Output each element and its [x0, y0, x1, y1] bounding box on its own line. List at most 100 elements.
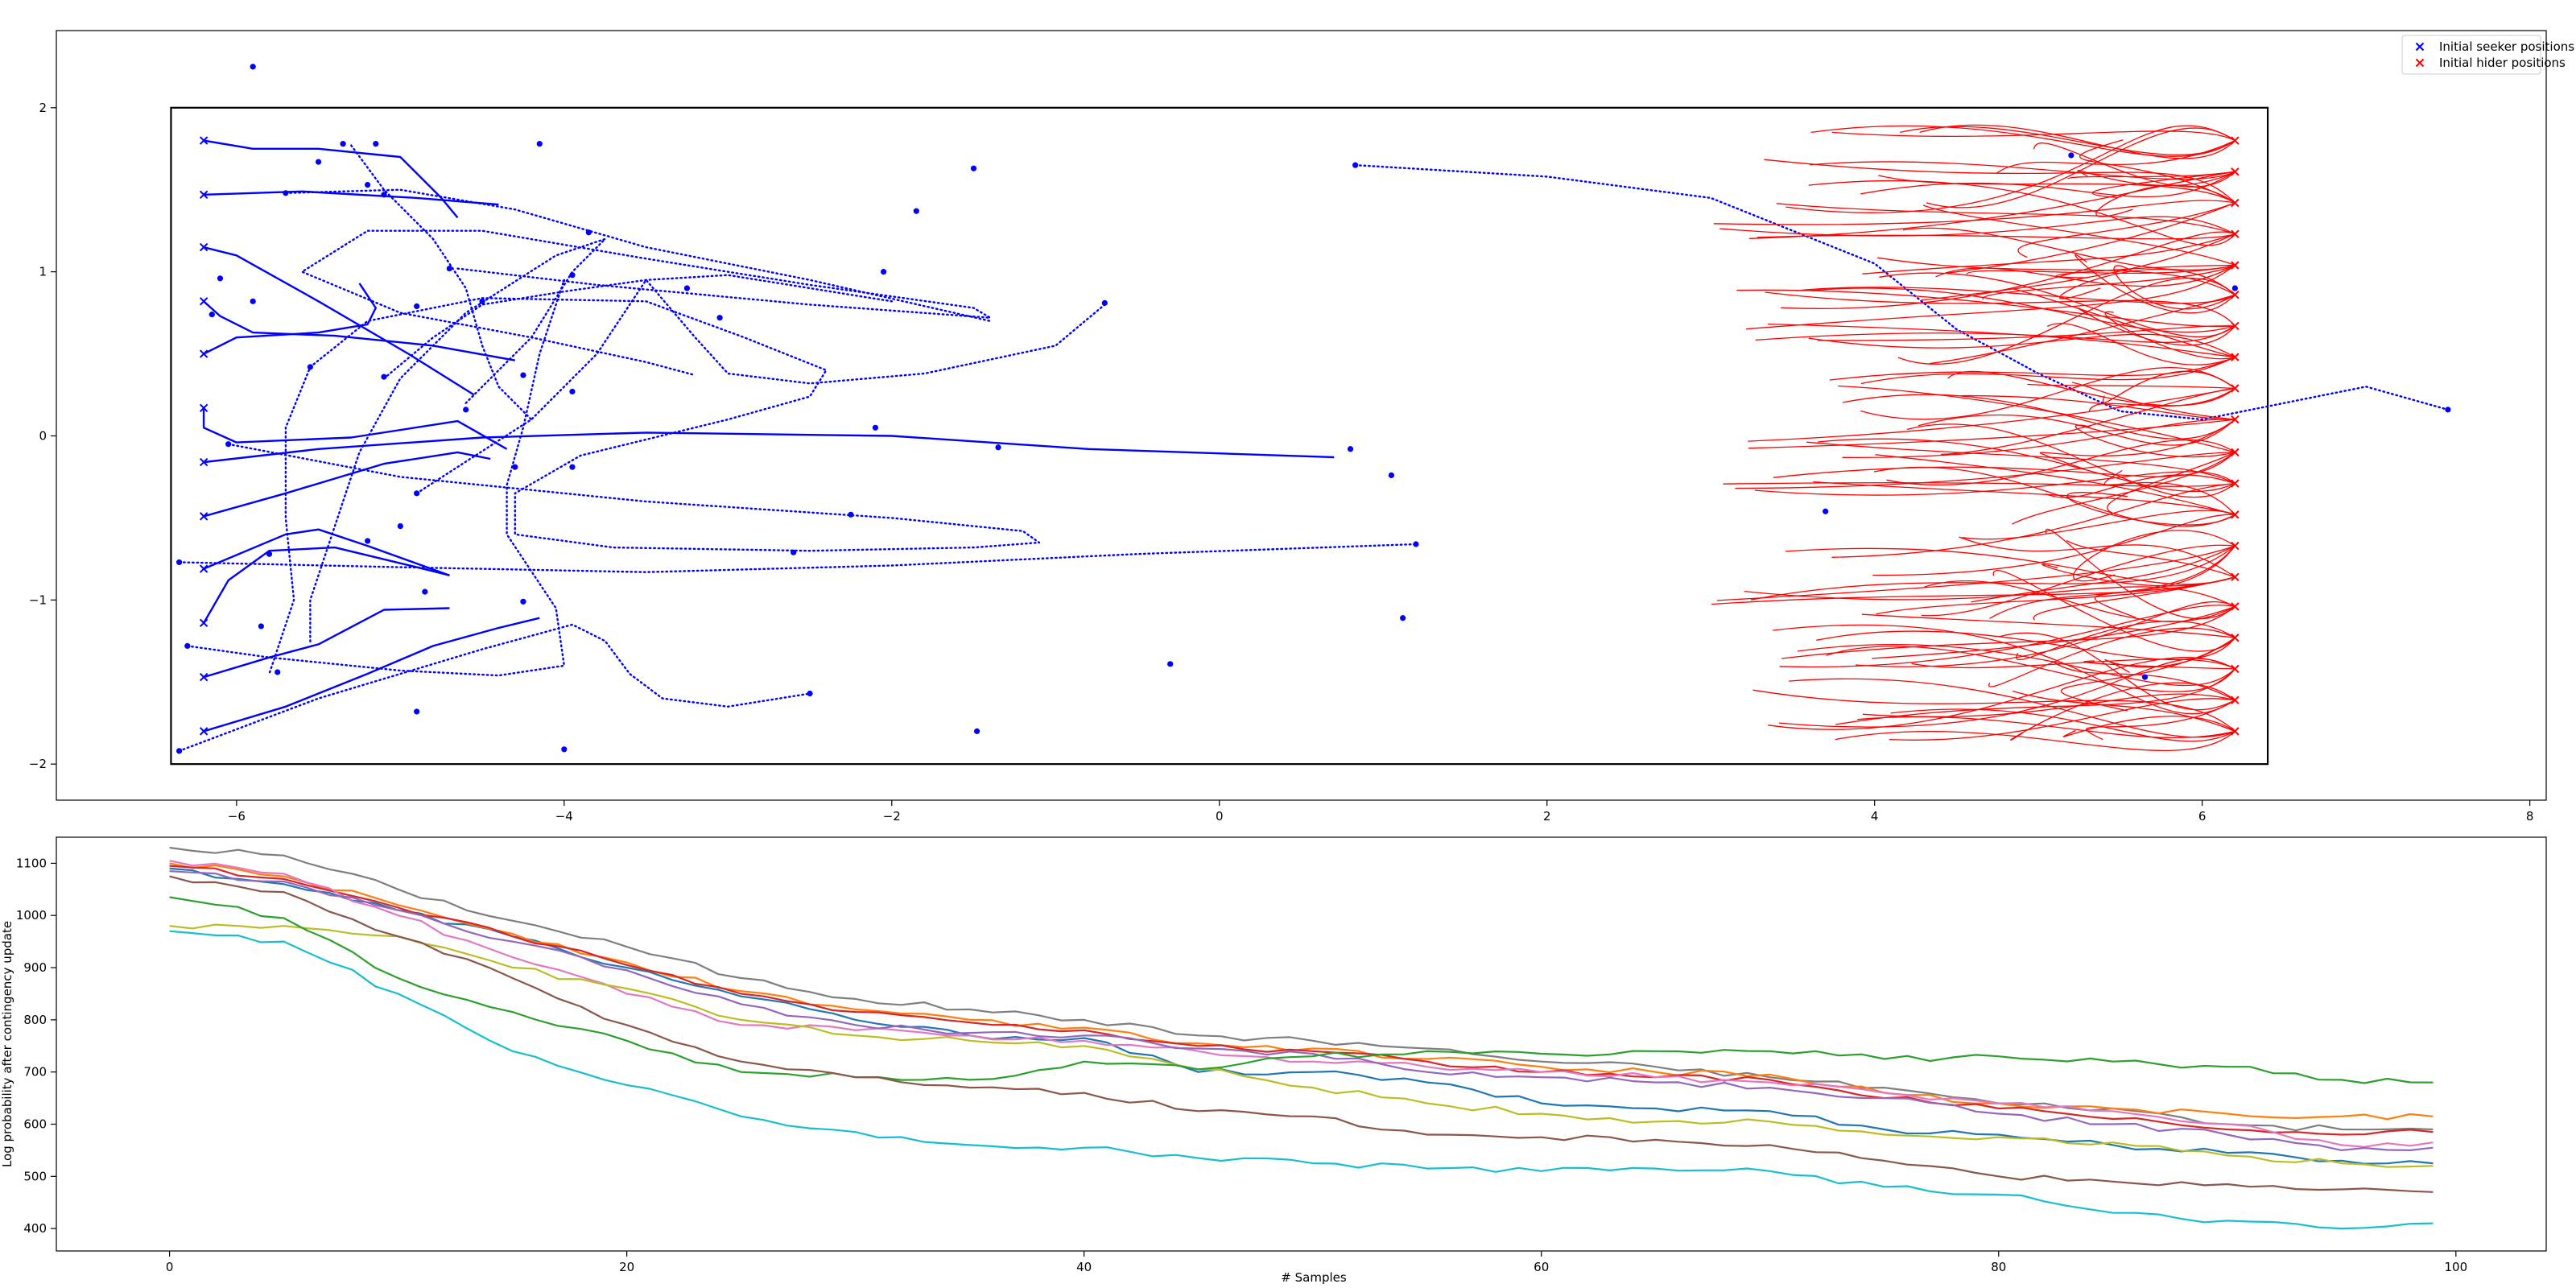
hider-trajectory — [1810, 161, 2235, 180]
log-probability-line — [169, 846, 2434, 1132]
hider-trajectory — [1872, 605, 2235, 659]
seeker-solid-path — [203, 139, 459, 219]
seeker-endpoint-dot — [970, 165, 977, 171]
seeker-dotted-path — [382, 274, 894, 380]
hider-trajectory — [1748, 419, 2235, 449]
seeker-endpoint-dot — [275, 669, 281, 675]
seeker-endpoint-dot — [340, 141, 346, 147]
seeker-dotted-path — [178, 543, 1418, 573]
y-tick-label: 1000 — [16, 908, 47, 923]
hider-trajectory — [2051, 660, 2235, 701]
hider-trajectory — [1919, 124, 2235, 159]
seeker-solid-path — [203, 283, 377, 355]
legend-box — [2401, 35, 2541, 75]
seeker-endpoint-dot — [479, 298, 485, 304]
hider-trajectory — [1946, 202, 2235, 274]
hider-start-marker — [2231, 664, 2240, 674]
hider-trajectory — [1735, 452, 2235, 489]
seeker-endpoint-dot — [176, 748, 183, 754]
seeker-endpoint-dot — [266, 551, 273, 557]
seeker-endpoint-dot — [1347, 446, 1354, 452]
hider-start-marker — [2231, 510, 2240, 519]
trajectory-plot-frame — [56, 30, 2547, 801]
hider-trajectory — [1860, 366, 2235, 420]
hider-trajectory — [1818, 438, 2235, 493]
hider-trajectory — [2067, 171, 2235, 180]
seeker-start-marker — [199, 136, 208, 145]
y-tick-label: 1 — [39, 265, 47, 279]
log-probability-line — [169, 862, 2434, 1121]
arena-boundary — [170, 106, 2269, 766]
seeker-solid-path — [203, 546, 450, 624]
hider-trajectory — [1982, 264, 2235, 300]
hider-trajectory — [1757, 233, 2235, 240]
seeker-endpoint-dot — [1388, 472, 1395, 479]
hider-trajectory — [1831, 130, 2235, 142]
hider-trajectories — [1711, 124, 2235, 751]
hider-trajectory — [1716, 545, 2235, 601]
y-tick-label: 2 — [39, 101, 47, 115]
seeker-endpoint-dot — [569, 272, 576, 279]
hider-trajectory — [2016, 621, 2235, 661]
hider-trajectory — [1736, 289, 2235, 328]
seeker-endpoint-dot — [1400, 615, 1406, 621]
log-probability-series — [169, 846, 2434, 1230]
seeker-endpoint-dot — [373, 141, 379, 147]
hider-trajectory — [2074, 424, 2235, 458]
seeker-endpoint-dot — [463, 407, 469, 413]
x-tick-label: 20 — [619, 1260, 634, 1274]
hider-trajectory — [1921, 233, 2235, 301]
hider-trajectory — [1886, 439, 2235, 486]
seeker-endpoints — [176, 64, 2451, 754]
seeker-endpoint-dot — [283, 190, 289, 196]
hider-trajectory — [1966, 264, 2235, 275]
hider-trajectory — [1872, 514, 2235, 576]
log-probability-line — [169, 867, 2434, 1165]
seeker-solid-path — [203, 246, 475, 396]
seeker-dotted-path — [227, 297, 1041, 675]
seeker-endpoint-dot — [381, 192, 387, 198]
seeker-endpoint-dot — [1101, 299, 1108, 306]
log-probability-line — [169, 923, 2434, 1168]
seeker-endpoint-dot — [1413, 541, 1419, 547]
seeker-endpoint-dot — [520, 372, 526, 378]
hider-trajectory — [1873, 466, 2235, 527]
hider-trajectory — [1776, 203, 2235, 235]
legend-label-seekers: Initial seeker positions — [2439, 39, 2574, 54]
hider-trajectory — [1926, 127, 2235, 208]
hider-trajectory — [2066, 492, 2235, 526]
seeker-dotted-path — [186, 279, 565, 677]
hider-trajectory — [2104, 311, 2235, 360]
hider-trajectory — [1752, 689, 2235, 732]
seeker-endpoint-dot — [365, 538, 371, 544]
x-tick-label: 6 — [2198, 809, 2207, 824]
hider-start-marker — [2231, 167, 2240, 176]
log-probability-line — [169, 860, 2434, 1148]
hider-trajectory — [1900, 126, 2235, 156]
seeker-endpoint-dot — [872, 424, 879, 431]
hider-trajectory — [1806, 441, 2235, 485]
hider-trajectory — [1918, 414, 2235, 446]
hider-trajectory — [2012, 452, 2235, 525]
hider-trajectory — [1889, 698, 2235, 741]
hider-start-marker — [2231, 448, 2240, 457]
seeker-endpoint-dot — [225, 441, 232, 448]
seeker-endpoint-dot — [2231, 285, 2238, 291]
seeker-endpoint-dot — [1823, 508, 1829, 514]
hider-trajectory — [1831, 482, 2235, 558]
seeker-endpoint-dot — [683, 285, 691, 291]
hider-start-marker — [2231, 415, 2240, 424]
hider-trajectory — [1947, 370, 2235, 407]
hider-trajectory — [2009, 682, 2235, 741]
y-tick-label: 900 — [23, 960, 47, 975]
hider-trajectory — [1746, 264, 2235, 330]
hider-trajectory — [1750, 545, 2235, 601]
hider-trajectory — [2066, 539, 2235, 578]
hider-start-marker — [2231, 602, 2240, 611]
seeker-dotted-path — [178, 623, 811, 752]
y-tick-label: 800 — [23, 1013, 47, 1027]
hider-trajectory — [1877, 257, 2235, 295]
seeker-endpoint-dot — [307, 364, 314, 370]
hider-start-marker — [2231, 353, 2240, 361]
arena-rectangle — [170, 106, 2269, 766]
